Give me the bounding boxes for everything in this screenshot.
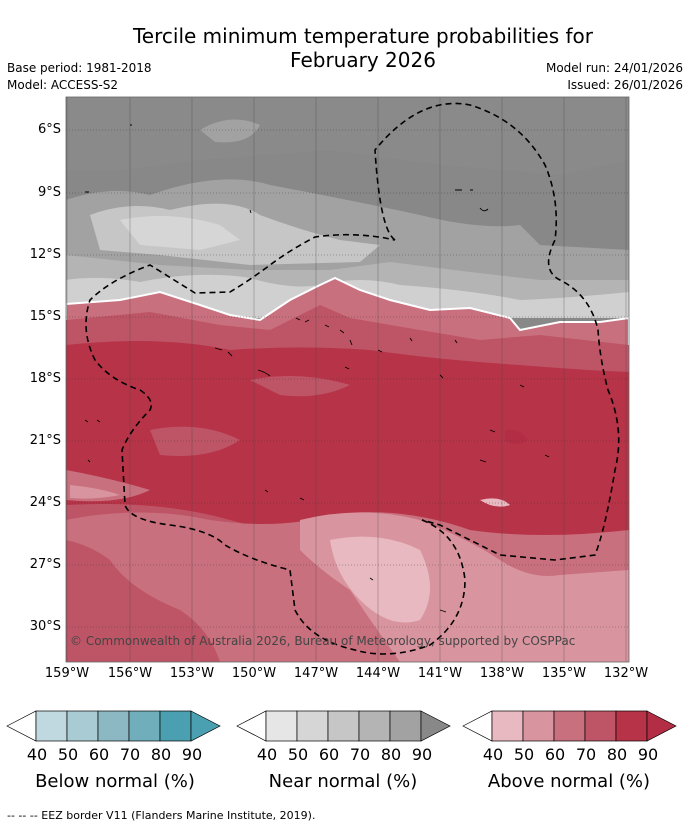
meridians: [66, 97, 627, 662]
lat-label: 27°S: [29, 557, 61, 572]
above-normal-swatch-60: [553, 710, 586, 742]
issued-date: Issued: 26/01/2026: [567, 78, 683, 92]
lon-label: 141°W: [417, 666, 463, 681]
title-line-2: February 2026: [290, 48, 436, 72]
below-normal-colorbar: [6, 710, 221, 742]
probability-map: [65, 96, 630, 663]
lat-label: 6°S: [37, 122, 61, 137]
near-tick-60: 60: [318, 745, 340, 764]
below-tick-90: 90: [181, 745, 203, 764]
above-tick-80: 80: [606, 745, 628, 764]
near-normal-swatch-40: [265, 710, 298, 742]
above-normal-dark-spot: [505, 429, 528, 444]
model-run: Model run: 24/01/2026: [545, 61, 683, 75]
above-normal-patch-2: [150, 426, 240, 456]
lon-label: 138°W: [479, 666, 525, 681]
eez-borders: [85, 102, 620, 655]
above-normal-arrow-left: [462, 710, 493, 742]
gridlines: [66, 129, 629, 628]
below-tick-70: 70: [119, 745, 141, 764]
below-normal-swatch-50: [66, 710, 99, 742]
below-tick-40: 40: [26, 745, 48, 764]
above-normal-swatch-50: [522, 710, 555, 742]
above-tick-50: 50: [513, 745, 535, 764]
near-normal-80-patch: [120, 216, 240, 250]
model-name: Model: ACCESS-S2: [7, 78, 119, 92]
near-normal-swatch-80: [389, 710, 422, 742]
lat-label: 21°S: [29, 433, 61, 448]
above-tick-70: 70: [575, 745, 597, 764]
lon-label: 153°W: [169, 666, 215, 681]
above-normal-arrow-right: [646, 710, 677, 742]
lat-label: 12°S: [29, 247, 61, 262]
eez-footnote: -- -- -- EEZ border V11 (Flanders Marine…: [7, 809, 316, 822]
near-normal-swatch-60: [327, 710, 360, 742]
chart-title: Tercile minimum temperature probabilitie…: [0, 24, 690, 72]
near-tick-40: 40: [256, 745, 278, 764]
lon-label: 144°W: [355, 666, 401, 681]
lat-label: 30°S: [29, 619, 61, 634]
lon-label: 147°W: [293, 666, 339, 681]
near-tick-50: 50: [287, 745, 309, 764]
near-tick-70: 70: [349, 745, 371, 764]
above-tick-40: 40: [482, 745, 504, 764]
above-normal-small-light: [480, 498, 510, 507]
below-tick-80: 80: [150, 745, 172, 764]
below-normal-swatch-70: [128, 710, 161, 742]
above-normal-colorbar: [462, 710, 677, 742]
above-normal-80-core: [66, 341, 629, 560]
near-normal-top-band: [66, 97, 629, 175]
near-normal-arrow-right: [420, 710, 451, 742]
near-normal-swatch-70: [358, 710, 391, 742]
near-normal-colorbar: [236, 710, 451, 742]
below-normal-arrow-right: [190, 710, 221, 742]
below-normal-arrow-left: [6, 710, 37, 742]
above-normal-swatch-70: [584, 710, 617, 742]
below-normal-title: Below normal (%): [35, 771, 195, 792]
copyright-notice: © Commonwealth of Australia 2026, Bureau…: [70, 634, 576, 648]
lon-label: 135°W: [541, 666, 587, 681]
lon-label: 132°W: [603, 666, 649, 681]
near-tick-90: 90: [411, 745, 433, 764]
lon-label: 156°W: [107, 666, 153, 681]
below-tick-50: 50: [57, 745, 79, 764]
above-normal-patch-4: [70, 485, 120, 499]
lat-label: 18°S: [29, 371, 61, 386]
above-tick-60: 60: [544, 745, 566, 764]
islands: [84, 124, 550, 613]
above-normal-swatch-40: [491, 710, 524, 742]
above-normal-title: Above normal (%): [487, 771, 651, 792]
near-tick-80: 80: [380, 745, 402, 764]
below-normal-swatch-60: [97, 710, 130, 742]
lat-label: 15°S: [29, 309, 61, 324]
above-normal-sw-patch: [66, 540, 220, 662]
base-period: Base period: 1981-2018: [7, 61, 152, 75]
near-normal-arrow-left: [236, 710, 267, 742]
meta-right: Model run: 24/01/2026 Issued: 26/01/2026: [546, 60, 683, 94]
above-normal-swatch-80: [615, 710, 648, 742]
near-normal-blob: [200, 119, 260, 143]
lat-label: 24°S: [29, 495, 61, 510]
below-normal-swatch-40: [35, 710, 68, 742]
below-tick-60: 60: [88, 745, 110, 764]
above-normal-patch-1: [250, 376, 350, 397]
lat-label: 9°S: [37, 185, 61, 200]
above-normal-40-south: [330, 536, 430, 623]
near-normal-swatch-50: [296, 710, 329, 742]
lon-label: 150°W: [231, 666, 277, 681]
map-frame: [65, 96, 630, 663]
below-normal-swatch-80: [159, 710, 192, 742]
meta-left: Base period: 1981-2018 Model: ACCESS-S2: [7, 60, 152, 94]
above-tick-90: 90: [637, 745, 659, 764]
near-normal-title: Near normal (%): [268, 771, 418, 792]
title-line-1: Tercile minimum temperature probabilitie…: [132, 24, 594, 48]
lon-label: 159°W: [44, 666, 90, 681]
